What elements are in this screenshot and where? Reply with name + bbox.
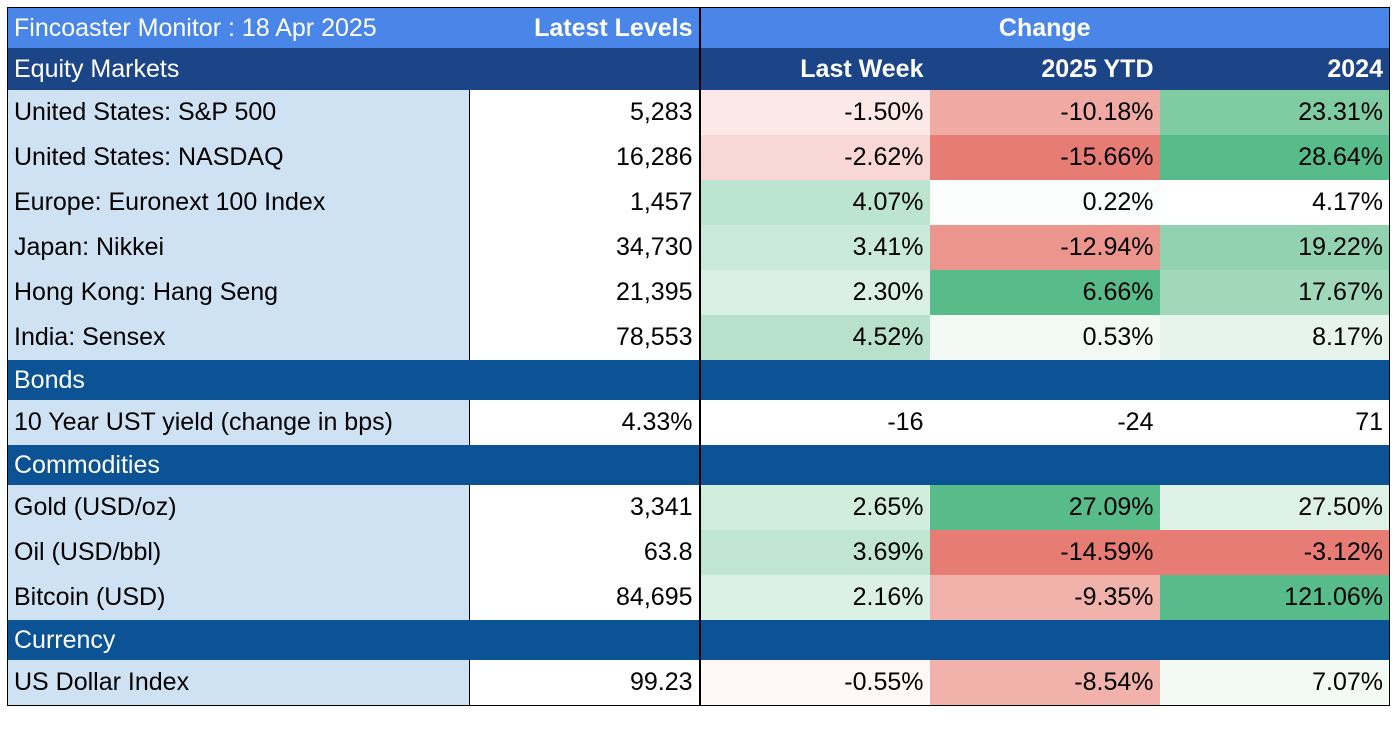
section-row: Bonds	[7, 360, 1390, 400]
row-name: Japan: Nikkei	[7, 225, 470, 270]
last-week-change: 4.52%	[699, 315, 930, 360]
last-week-header: Last Week	[699, 48, 930, 90]
latest-level: 5,283	[469, 90, 701, 135]
last-week-change: 2.65%	[699, 485, 930, 530]
latest-levels-header: Latest Levels	[469, 7, 701, 48]
last-week-change: 3.69%	[699, 530, 930, 575]
year-2024-change: 7.07%	[1159, 660, 1390, 706]
section-filler	[1159, 445, 1390, 485]
ytd-change: 27.09%	[929, 485, 1160, 530]
year-2024-change: 8.17%	[1159, 315, 1390, 360]
section-filler	[469, 360, 701, 400]
last-week-change: 2.16%	[699, 575, 930, 620]
table-row: Japan: Nikkei 34,730 3.41% -12.94% 19.22…	[7, 225, 1390, 270]
latest-level: 21,395	[469, 270, 701, 315]
row-name: India: Sensex	[7, 315, 470, 360]
section-filler	[699, 445, 930, 485]
ytd-change: -14.59%	[929, 530, 1160, 575]
section-filler	[699, 360, 930, 400]
section-filler	[929, 445, 1160, 485]
year-2024-change: 28.64%	[1159, 135, 1390, 180]
ytd-change: -10.18%	[929, 90, 1160, 135]
latest-level: 4.33%	[469, 400, 701, 445]
last-week-change: 3.41%	[699, 225, 930, 270]
row-name: Hong Kong: Hang Seng	[7, 270, 470, 315]
table-row: Hong Kong: Hang Seng 21,395 2.30% 6.66% …	[7, 270, 1390, 315]
last-week-change: -0.55%	[699, 660, 930, 706]
section-filler	[699, 620, 930, 660]
latest-level: 1,457	[469, 180, 701, 225]
table-row: US Dollar Index 99.23 -0.55% -8.54% 7.07…	[7, 660, 1390, 706]
section-filler	[929, 360, 1160, 400]
row-name: United States: S&P 500	[7, 90, 470, 135]
ytd-change: 6.66%	[929, 270, 1160, 315]
table-row: India: Sensex 78,553 4.52% 0.53% 8.17%	[7, 315, 1390, 360]
last-week-change: -1.50%	[699, 90, 930, 135]
ytd-change: -24	[929, 400, 1160, 445]
blank-header-cell	[469, 48, 701, 90]
section-equity-markets: Equity Markets	[7, 48, 470, 90]
section-filler	[1159, 360, 1390, 400]
last-week-change: -16	[699, 400, 930, 445]
section-filler	[929, 620, 1160, 660]
ytd-change: 0.22%	[929, 180, 1160, 225]
year-2024-change: 23.31%	[1159, 90, 1390, 135]
market-table: Fincoaster Monitor : 18 Apr 2025 Latest …	[7, 7, 1390, 706]
table-row: Bitcoin (USD) 84,695 2.16% -9.35% 121.06…	[7, 575, 1390, 620]
row-name: United States: NASDAQ	[7, 135, 470, 180]
table-row: 10 Year UST yield (change in bps) 4.33% …	[7, 400, 1390, 445]
year-2024-header: 2024	[1159, 48, 1390, 90]
ytd-change: -15.66%	[929, 135, 1160, 180]
ytd-header: 2025 YTD	[929, 48, 1160, 90]
latest-level: 99.23	[469, 660, 701, 706]
row-name: Oil (USD/bbl)	[7, 530, 470, 575]
section-row: Currency	[7, 620, 1390, 660]
table-row: United States: NASDAQ 16,286 -2.62% -15.…	[7, 135, 1390, 180]
row-name: 10 Year UST yield (change in bps)	[7, 400, 470, 445]
report-title: Fincoaster Monitor : 18 Apr 2025	[7, 7, 470, 48]
year-2024-change: 19.22%	[1159, 225, 1390, 270]
section-filler	[469, 620, 701, 660]
section-commodities: Commodities	[7, 445, 470, 485]
last-week-change: 2.30%	[699, 270, 930, 315]
title-row: Fincoaster Monitor : 18 Apr 2025 Latest …	[7, 7, 1390, 48]
row-name: US Dollar Index	[7, 660, 470, 706]
latest-level: 84,695	[469, 575, 701, 620]
row-name: Gold (USD/oz)	[7, 485, 470, 530]
year-2024-change: 71	[1159, 400, 1390, 445]
table-row: Europe: Euronext 100 Index 1,457 4.07% 0…	[7, 180, 1390, 225]
ytd-change: -8.54%	[929, 660, 1160, 706]
year-2024-change: 17.67%	[1159, 270, 1390, 315]
ytd-change: -9.35%	[929, 575, 1160, 620]
latest-level: 78,553	[469, 315, 701, 360]
table-row: Gold (USD/oz) 3,341 2.65% 27.09% 27.50%	[7, 485, 1390, 530]
latest-level: 3,341	[469, 485, 701, 530]
year-2024-change: 4.17%	[1159, 180, 1390, 225]
change-header: Change	[699, 7, 1390, 48]
latest-level: 16,286	[469, 135, 701, 180]
section-filler	[469, 445, 701, 485]
year-2024-change: -3.12%	[1159, 530, 1390, 575]
section-bonds: Bonds	[7, 360, 470, 400]
market-monitor: Fincoaster Monitor : 18 Apr 2025 Latest …	[7, 7, 1390, 706]
ytd-change: -12.94%	[929, 225, 1160, 270]
table-row: Oil (USD/bbl) 63.8 3.69% -14.59% -3.12%	[7, 530, 1390, 575]
last-week-change: 4.07%	[699, 180, 930, 225]
section-row: Commodities	[7, 445, 1390, 485]
latest-level: 63.8	[469, 530, 701, 575]
column-header-row: Equity Markets Last Week 2025 YTD 2024	[7, 48, 1390, 90]
last-week-change: -2.62%	[699, 135, 930, 180]
table-row: United States: S&P 500 5,283 -1.50% -10.…	[7, 90, 1390, 135]
row-name: Bitcoin (USD)	[7, 575, 470, 620]
ytd-change: 0.53%	[929, 315, 1160, 360]
year-2024-change: 27.50%	[1159, 485, 1390, 530]
section-filler	[1159, 620, 1390, 660]
latest-level: 34,730	[469, 225, 701, 270]
section-currency: Currency	[7, 620, 470, 660]
row-name: Europe: Euronext 100 Index	[7, 180, 470, 225]
year-2024-change: 121.06%	[1159, 575, 1390, 620]
